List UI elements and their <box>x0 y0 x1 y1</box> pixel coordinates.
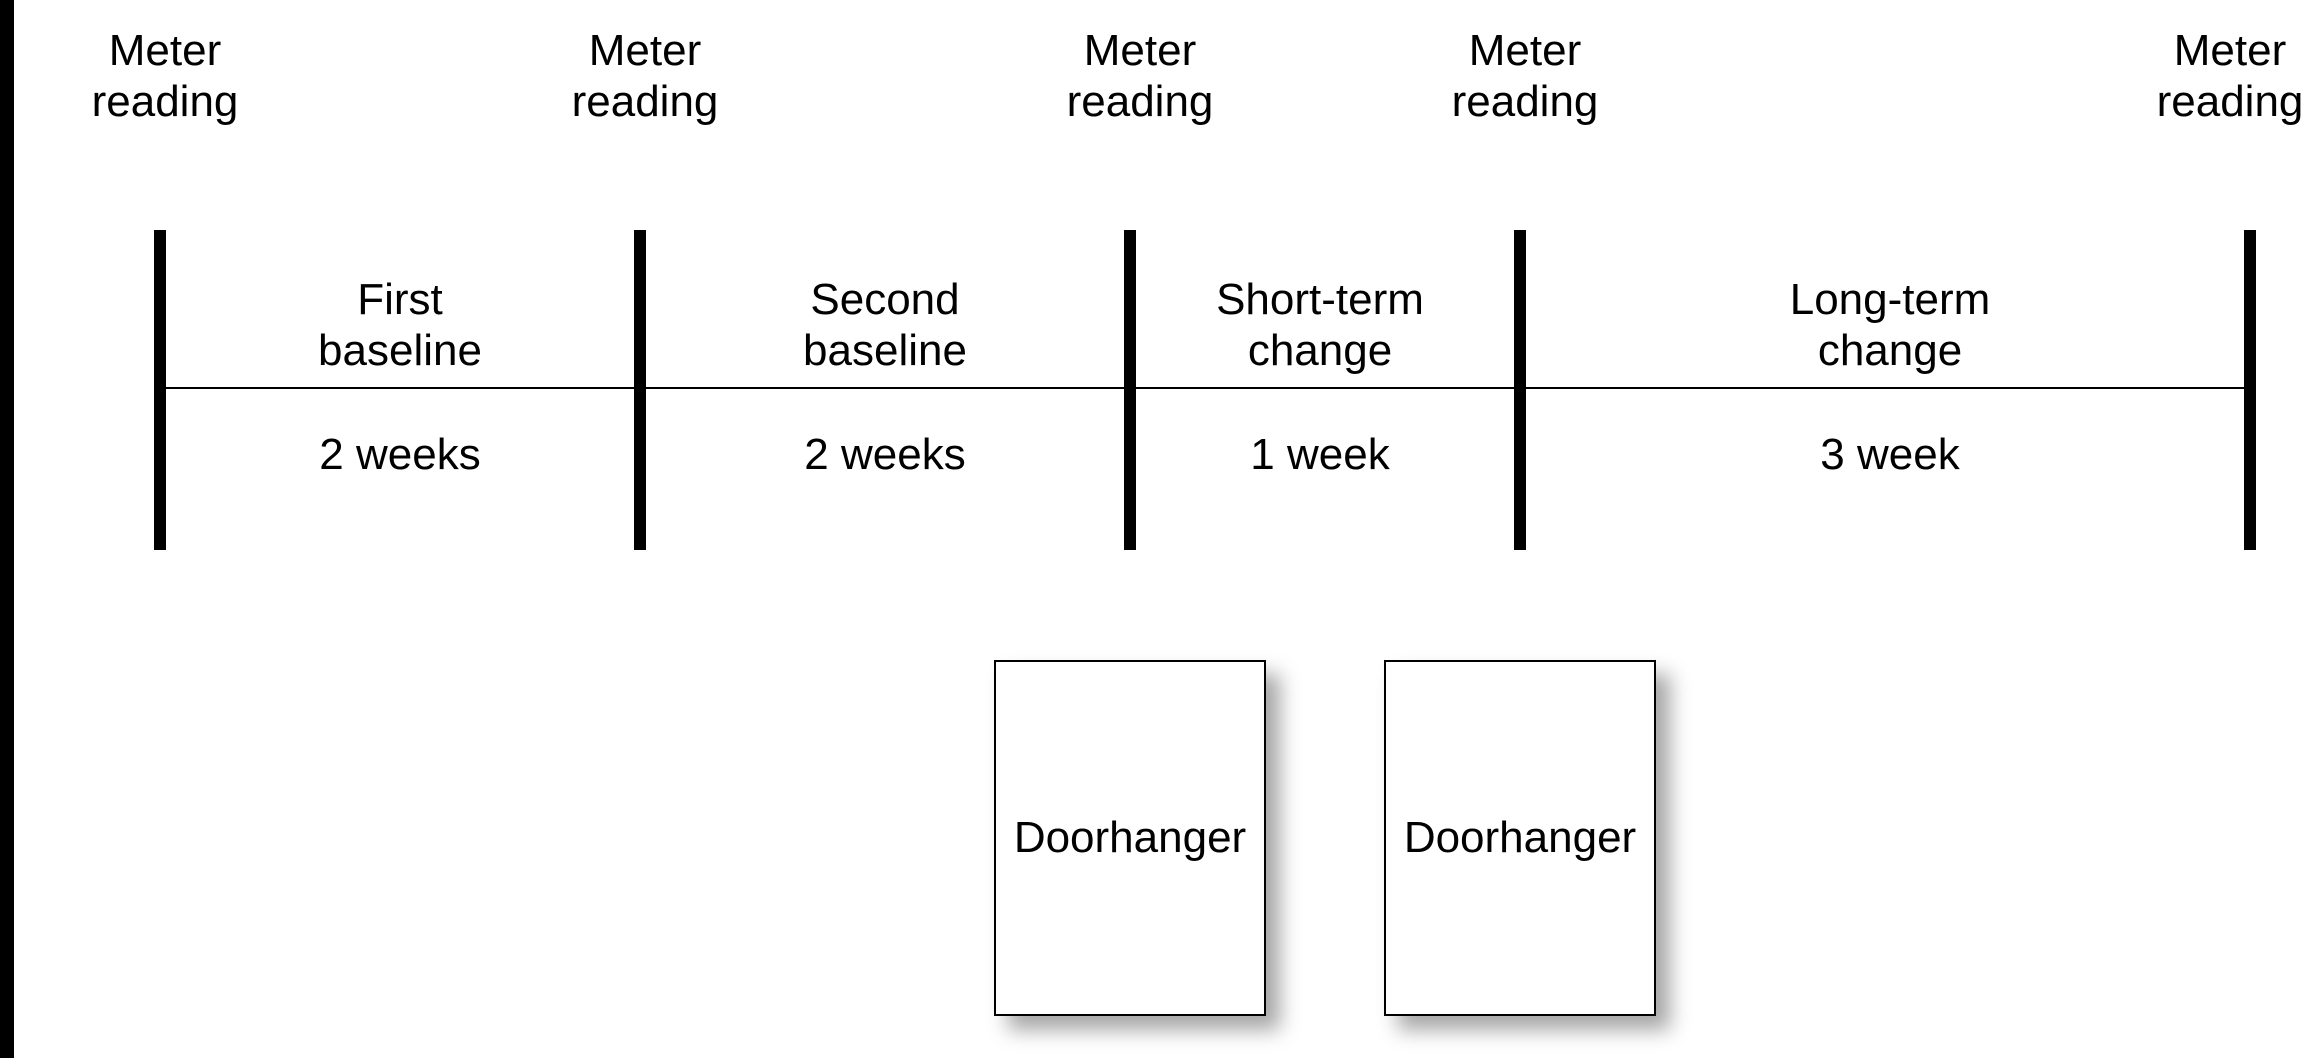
segment-title: Second baseline <box>685 275 1085 376</box>
tick-label-meter-reading: Meter reading <box>495 26 795 127</box>
segment-title: Short-term change <box>1120 275 1520 376</box>
doorhanger-box: Doorhanger <box>1384 660 1656 1016</box>
segment-duration: 2 weeks <box>200 430 600 481</box>
timeline-axis <box>160 387 2250 389</box>
segment-title: Long-term change <box>1690 275 2090 376</box>
tick-label-meter-reading: Meter reading <box>1375 26 1675 127</box>
doorhanger-box: Doorhanger <box>994 660 1266 1016</box>
timeline-tick <box>2244 230 2256 550</box>
segment-duration: 1 week <box>1120 430 1520 481</box>
timeline-tick <box>634 230 646 550</box>
segment-duration: 3 week <box>1690 430 2090 481</box>
left-edge-bar <box>0 0 14 1058</box>
tick-label-meter-reading: Meter reading <box>2080 26 2320 127</box>
segment-title: First baseline <box>200 275 600 376</box>
timeline-tick <box>154 230 166 550</box>
tick-label-meter-reading: Meter reading <box>990 26 1290 127</box>
segment-duration: 2 weeks <box>685 430 1085 481</box>
tick-label-meter-reading: Meter reading <box>15 26 315 127</box>
